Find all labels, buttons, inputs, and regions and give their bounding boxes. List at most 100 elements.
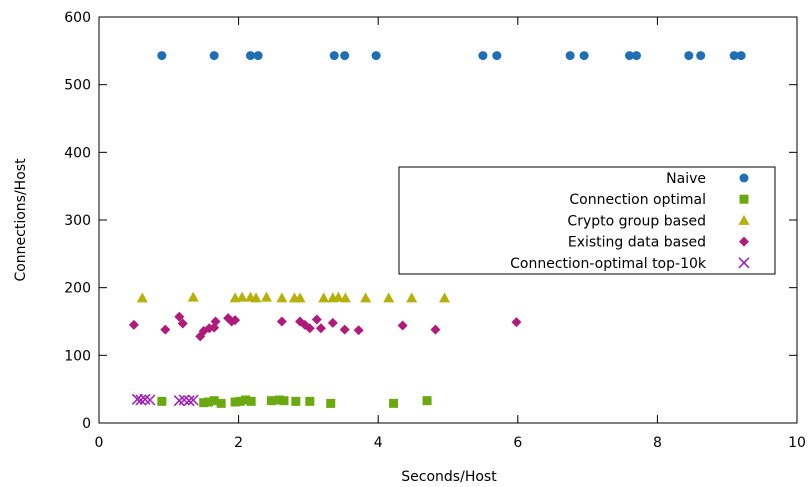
data-point bbox=[183, 395, 195, 407]
data-point bbox=[511, 317, 522, 328]
data-point bbox=[383, 292, 395, 303]
data-point bbox=[329, 51, 339, 61]
data-point bbox=[315, 323, 326, 334]
data-point bbox=[397, 320, 408, 331]
y-tick-label: 100 bbox=[64, 348, 91, 364]
data-point bbox=[291, 396, 301, 406]
data-point bbox=[478, 51, 488, 61]
series-layer bbox=[128, 51, 746, 408]
x-axis-title: Seconds/Host bbox=[401, 469, 497, 485]
data-point bbox=[187, 291, 199, 302]
data-point bbox=[339, 292, 351, 303]
data-point bbox=[305, 396, 315, 406]
data-point bbox=[236, 291, 248, 302]
data-point bbox=[696, 51, 706, 61]
data-point bbox=[371, 51, 381, 61]
data-point bbox=[199, 398, 209, 408]
data-point bbox=[209, 51, 219, 61]
series-3 bbox=[128, 311, 522, 342]
data-point bbox=[250, 292, 262, 303]
legend-marker bbox=[739, 173, 749, 183]
data-point bbox=[406, 292, 418, 303]
data-point bbox=[160, 324, 171, 335]
data-point bbox=[241, 395, 251, 405]
series-4 bbox=[131, 393, 199, 407]
data-point bbox=[173, 395, 185, 407]
data-point bbox=[729, 51, 739, 61]
data-point bbox=[230, 397, 240, 407]
legend-marker bbox=[738, 214, 750, 225]
data-point bbox=[230, 315, 241, 326]
data-point bbox=[422, 396, 432, 406]
series-2 bbox=[136, 291, 451, 303]
data-point bbox=[139, 393, 151, 405]
legend-box bbox=[398, 166, 776, 275]
data-point bbox=[339, 324, 350, 335]
data-point bbox=[684, 51, 694, 61]
data-point bbox=[304, 323, 315, 334]
data-point bbox=[311, 314, 322, 325]
legend-marker bbox=[739, 236, 749, 247]
data-point bbox=[178, 394, 190, 406]
data-point bbox=[245, 51, 255, 61]
data-point bbox=[340, 51, 350, 61]
data-point bbox=[187, 394, 199, 406]
legend-label: Existing data based bbox=[568, 235, 706, 251]
y-tick-label: 400 bbox=[64, 145, 91, 161]
legend-label: Connection optimal bbox=[569, 192, 706, 208]
data-point bbox=[274, 395, 284, 405]
data-point bbox=[246, 396, 256, 406]
data-point bbox=[353, 325, 364, 336]
legend-label: Connection-optimal top-10k bbox=[510, 256, 707, 272]
data-point bbox=[276, 292, 288, 303]
y-tick-label: 500 bbox=[64, 78, 91, 94]
data-point bbox=[144, 394, 156, 406]
data-point bbox=[276, 316, 287, 327]
data-point bbox=[294, 292, 306, 303]
data-point bbox=[492, 51, 502, 61]
x-tick-label: 0 bbox=[95, 435, 104, 451]
legend-label: Naive bbox=[666, 171, 706, 187]
data-point bbox=[389, 398, 399, 408]
y-tick-label: 600 bbox=[64, 10, 91, 26]
data-point bbox=[624, 51, 634, 61]
data-point bbox=[157, 51, 167, 61]
data-point bbox=[253, 51, 263, 61]
data-point bbox=[631, 51, 641, 61]
data-point bbox=[327, 317, 338, 328]
data-point bbox=[430, 324, 441, 335]
data-point bbox=[209, 396, 219, 406]
data-point bbox=[177, 318, 188, 329]
data-point bbox=[204, 397, 214, 407]
data-point bbox=[736, 51, 746, 61]
data-point bbox=[579, 51, 589, 61]
data-point bbox=[360, 292, 372, 303]
legend-label: Crypto group based bbox=[567, 213, 706, 229]
series-1 bbox=[157, 395, 432, 408]
data-point bbox=[174, 311, 185, 322]
x-tick-label: 2 bbox=[234, 435, 243, 451]
series-0 bbox=[157, 51, 746, 61]
y-axis-title: Connections/Host bbox=[13, 158, 29, 282]
x-axis: 0 2 4 6 8 10 bbox=[95, 17, 806, 451]
data-point bbox=[135, 394, 147, 406]
x-tick-label: 4 bbox=[374, 435, 383, 451]
data-point bbox=[128, 319, 139, 330]
data-point bbox=[266, 396, 276, 406]
data-point bbox=[136, 292, 148, 303]
y-tick-label: 300 bbox=[64, 213, 91, 229]
legend-marker bbox=[738, 257, 750, 269]
data-point bbox=[326, 398, 336, 408]
y-tick-label: 200 bbox=[64, 281, 91, 297]
legend-marker bbox=[739, 194, 749, 204]
data-point bbox=[565, 51, 575, 61]
data-point bbox=[235, 396, 245, 406]
data-point bbox=[439, 292, 451, 303]
legend: Naive Connection optimal Crypto group base… bbox=[398, 166, 776, 275]
x-tick-label: 6 bbox=[513, 435, 522, 451]
data-point bbox=[157, 396, 167, 406]
y-tick-label: 0 bbox=[82, 416, 91, 432]
data-point bbox=[318, 292, 330, 303]
x-tick-label: 10 bbox=[788, 435, 806, 451]
